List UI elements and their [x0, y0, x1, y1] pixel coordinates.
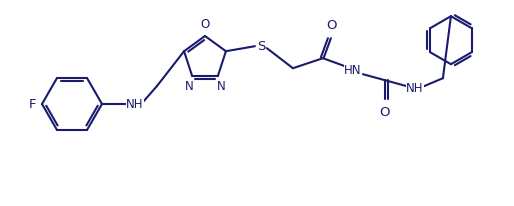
Text: O: O — [380, 106, 390, 119]
Text: N: N — [216, 80, 225, 93]
Text: NH: NH — [406, 82, 424, 95]
Text: O: O — [327, 19, 337, 32]
Text: S: S — [256, 40, 265, 53]
Text: HN: HN — [344, 64, 362, 77]
Text: NH: NH — [126, 97, 144, 110]
Text: F: F — [28, 97, 36, 110]
Text: O: O — [200, 18, 210, 31]
Text: N: N — [185, 80, 193, 93]
